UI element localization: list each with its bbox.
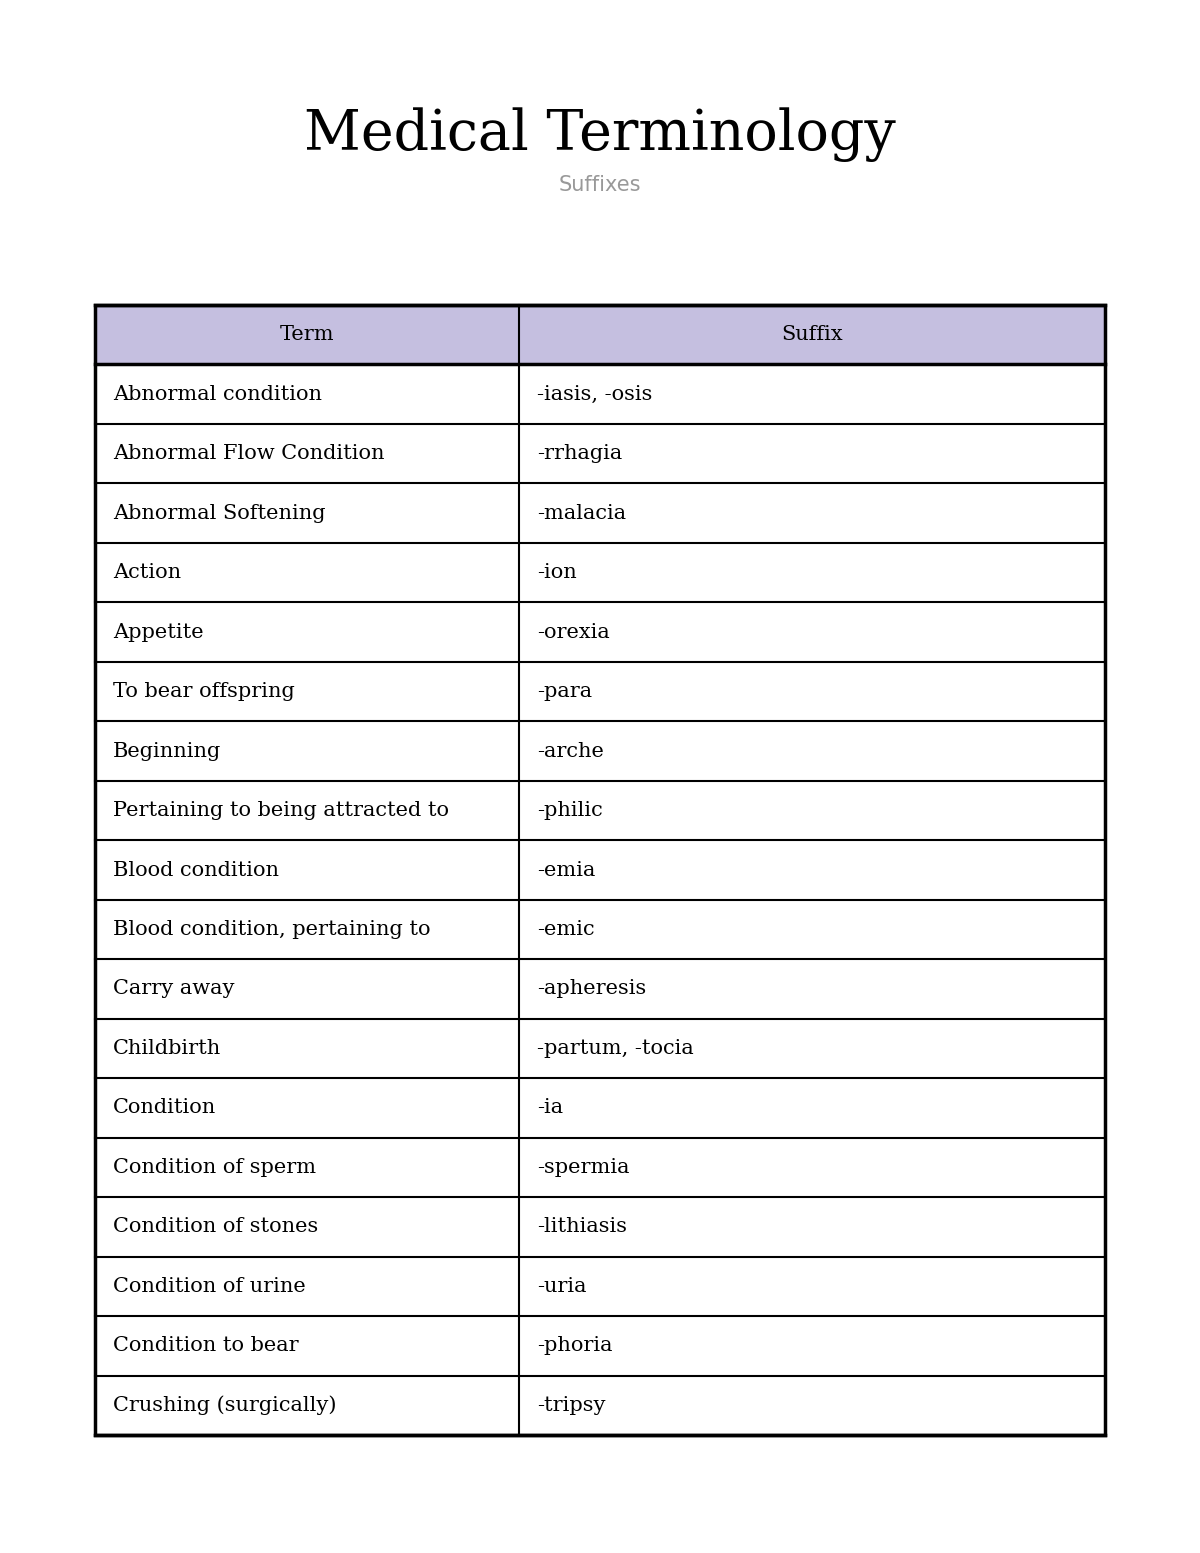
Text: -rrhagia: -rrhagia <box>538 444 623 463</box>
Text: -para: -para <box>538 682 593 700</box>
Text: Action: Action <box>113 564 181 582</box>
Text: -spermia: -spermia <box>538 1159 630 1177</box>
Text: -emic: -emic <box>538 919 595 940</box>
Text: -arche: -arche <box>538 741 604 761</box>
Text: Pertaining to being attracted to: Pertaining to being attracted to <box>113 801 449 820</box>
Text: Crushing (surgically): Crushing (surgically) <box>113 1396 336 1415</box>
Text: Blood condition, pertaining to: Blood condition, pertaining to <box>113 919 431 940</box>
Text: Condition to bear: Condition to bear <box>113 1336 299 1356</box>
Text: Condition: Condition <box>113 1098 216 1118</box>
Text: -iasis, -osis: -iasis, -osis <box>538 385 653 404</box>
Text: Medical Terminology: Medical Terminology <box>304 107 896 163</box>
Text: Beginning: Beginning <box>113 741 221 761</box>
Text: -orexia: -orexia <box>538 623 610 641</box>
Text: -malacia: -malacia <box>538 503 626 523</box>
Text: Condition of sperm: Condition of sperm <box>113 1159 316 1177</box>
Text: Condition of urine: Condition of urine <box>113 1277 306 1295</box>
Text: -philic: -philic <box>538 801 602 820</box>
Text: Carry away: Carry away <box>113 980 234 999</box>
Text: -apheresis: -apheresis <box>538 980 647 999</box>
Text: Abnormal Flow Condition: Abnormal Flow Condition <box>113 444 384 463</box>
Text: Condition of stones: Condition of stones <box>113 1218 318 1236</box>
Text: Suffix: Suffix <box>781 325 842 345</box>
Text: Term: Term <box>280 325 335 345</box>
Text: Childbirth: Childbirth <box>113 1039 221 1058</box>
Text: -ia: -ia <box>538 1098 563 1118</box>
Text: -tripsy: -tripsy <box>538 1396 606 1415</box>
Text: Abnormal condition: Abnormal condition <box>113 385 322 404</box>
Bar <box>95 304 520 365</box>
Text: -ion: -ion <box>538 564 577 582</box>
Text: -emia: -emia <box>538 860 595 879</box>
Text: -phoria: -phoria <box>538 1336 613 1356</box>
Bar <box>520 304 1105 365</box>
Text: Blood condition: Blood condition <box>113 860 278 879</box>
Text: -lithiasis: -lithiasis <box>538 1218 628 1236</box>
Text: Suffixes: Suffixes <box>559 175 641 196</box>
Text: -uria: -uria <box>538 1277 587 1295</box>
Text: To bear offspring: To bear offspring <box>113 682 295 700</box>
Text: Abnormal Softening: Abnormal Softening <box>113 503 325 523</box>
Bar <box>95 304 1105 1435</box>
Text: Appetite: Appetite <box>113 623 204 641</box>
Text: -partum, -tocia: -partum, -tocia <box>538 1039 694 1058</box>
